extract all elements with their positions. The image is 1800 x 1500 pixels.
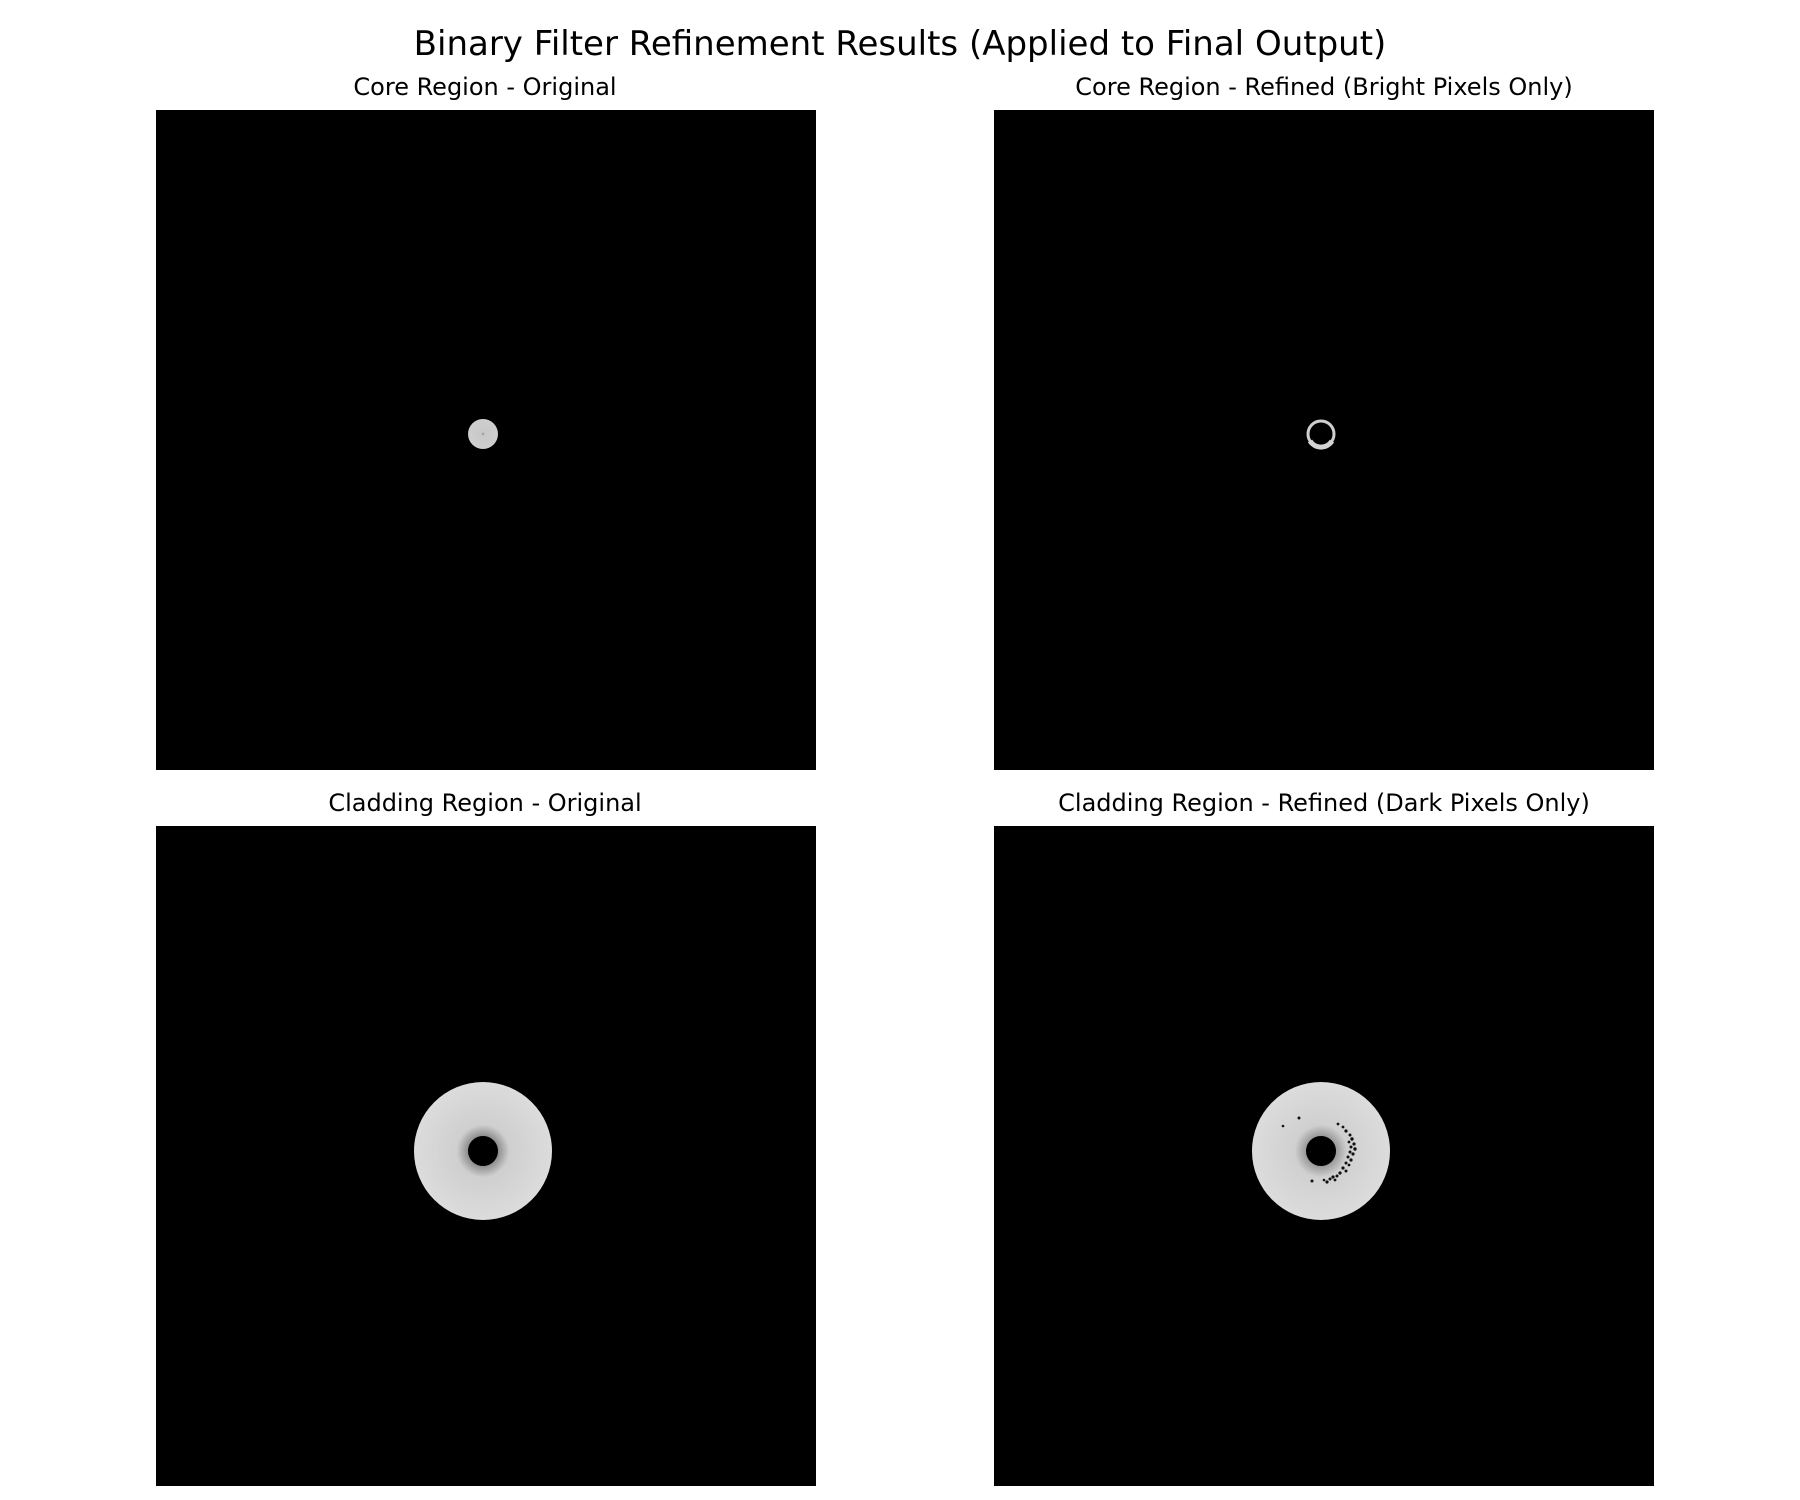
core-refined-image — [1306, 419, 1336, 450]
panel-cladding-original — [156, 826, 816, 1486]
cladding-original-image — [414, 1082, 552, 1220]
figure-title: Binary Filter Refinement Results (Applie… — [413, 24, 1387, 64]
panel-core-refined — [994, 110, 1654, 770]
dark-specks — [1281, 1116, 1357, 1184]
panel-title-cladding-refined: Cladding Region - Refined (Dark Pixels O… — [1058, 789, 1590, 817]
core-disk — [468, 419, 498, 449]
cladding-refined-hole — [1306, 1136, 1336, 1166]
panel-cladding-refined — [994, 826, 1654, 1486]
panel-title-cladding-original: Cladding Region - Original — [328, 789, 642, 817]
core-ring-thick-bottom — [1307, 439, 1335, 450]
core-original-image — [468, 419, 498, 449]
cladding-refined-image — [1252, 1082, 1390, 1220]
panel-core-original — [156, 110, 816, 770]
panel-title-core-original: Core Region - Original — [353, 73, 617, 101]
panel-title-core-refined: Core Region - Refined (Bright Pixels Onl… — [1075, 73, 1573, 101]
cladding-hole — [468, 1136, 498, 1166]
